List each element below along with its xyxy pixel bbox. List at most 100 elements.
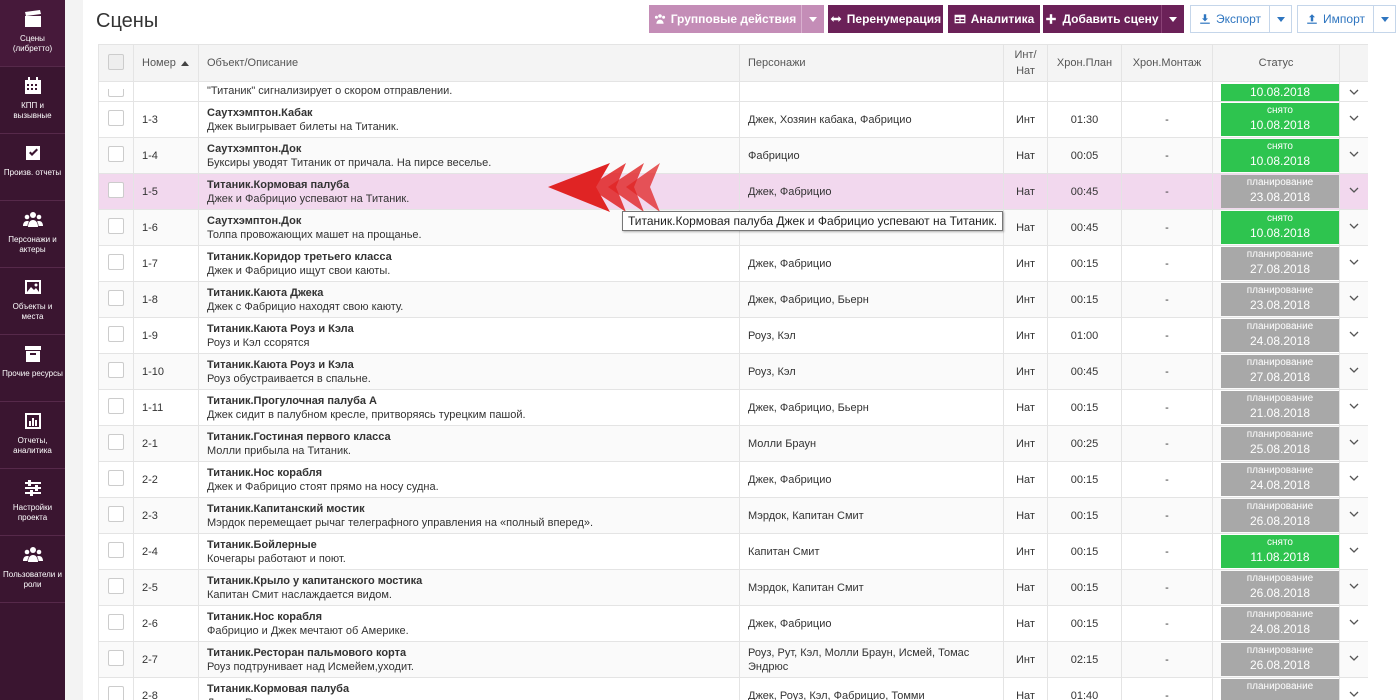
row-checkbox[interactable] bbox=[108, 325, 124, 342]
table-row[interactable]: 2-7 Титаник.Ресторан пальмового корта Роуз… bbox=[98, 641, 1368, 678]
renumber-label: Перенумерация bbox=[846, 12, 942, 26]
table-row[interactable]: 2-3 Титаник.Капитанский мостик Мэрдок пере… bbox=[98, 497, 1368, 534]
row-status-cell: планирование 26.08.2018 bbox=[1212, 497, 1340, 534]
table-row[interactable]: 1-9 Титаник.Каюта Роуз и Кэла Роуз и Кэл с… bbox=[98, 317, 1368, 354]
row-expand-cell[interactable] bbox=[1339, 245, 1368, 282]
table-row[interactable]: 1-7 Титаник.Коридор третьего класса Джек и… bbox=[98, 245, 1368, 282]
row-checkbox[interactable] bbox=[108, 289, 124, 306]
row-expand-cell[interactable] bbox=[1339, 209, 1368, 246]
row-checkbox[interactable] bbox=[108, 109, 124, 126]
sidebar-item-resources[interactable]: Прочие ресурсы bbox=[0, 335, 65, 402]
row-checkbox[interactable] bbox=[108, 469, 124, 486]
table-row[interactable]: 2-2 Титаник.Нос корабля Джек и Фабрицио ст… bbox=[98, 461, 1368, 498]
sidebar-item-settings[interactable]: Настройки проекта bbox=[0, 469, 65, 536]
row-expand-cell[interactable] bbox=[1339, 281, 1368, 318]
row-expand-cell[interactable] bbox=[1339, 81, 1368, 102]
table-row[interactable]: 2-4 Титаник.Бойлерные Кочегары работают и … bbox=[98, 533, 1368, 570]
status-label: планирование bbox=[1246, 645, 1314, 656]
row-checkbox[interactable] bbox=[108, 397, 124, 414]
row-object-title: Титаник.Капитанский мостик bbox=[207, 502, 365, 515]
add-scene-dropdown[interactable] bbox=[1161, 5, 1184, 33]
import-button[interactable]: Импорт bbox=[1297, 5, 1374, 33]
row-expand-cell[interactable] bbox=[1339, 605, 1368, 642]
table-row[interactable]: 1-5 Титаник.Кормовая палуба Джек и Фабрици… bbox=[98, 173, 1368, 210]
column-header-int-nat[interactable]: Инт/Нат bbox=[1003, 44, 1048, 82]
row-expand-cell[interactable] bbox=[1339, 533, 1368, 570]
status-date: 11.08.2018 bbox=[1250, 550, 1310, 564]
row-checkbox[interactable] bbox=[108, 433, 124, 450]
row-checkbox[interactable] bbox=[108, 541, 124, 558]
row-chron-plan: 00:15 bbox=[1047, 245, 1122, 282]
row-expand-cell[interactable] bbox=[1339, 425, 1368, 462]
row-expand-cell[interactable] bbox=[1339, 497, 1368, 534]
sidebar-item-analytics[interactable]: Отчеты, аналитика bbox=[0, 402, 65, 469]
sidebar: Сцены (либретто) КПП и вызывные Произв. … bbox=[0, 0, 65, 700]
status-date: 26.08.2018 bbox=[1249, 514, 1311, 528]
row-expand-cell[interactable] bbox=[1339, 317, 1368, 354]
group-actions-button[interactable]: Групповые действия bbox=[649, 5, 801, 33]
row-expand-cell[interactable] bbox=[1339, 641, 1368, 678]
column-header-chron-edit[interactable]: Хрон.Монтаж bbox=[1121, 44, 1213, 82]
row-expand-cell[interactable] bbox=[1339, 101, 1368, 138]
status-badge: планирование 21.08.2018 bbox=[1221, 391, 1339, 424]
column-header-characters[interactable]: Персонажи bbox=[739, 44, 1004, 82]
row-checkbox[interactable] bbox=[108, 181, 124, 198]
analytics-button[interactable]: Аналитика bbox=[948, 5, 1040, 33]
row-expand-cell[interactable] bbox=[1339, 389, 1368, 426]
row-checkbox[interactable] bbox=[108, 217, 124, 234]
table-row[interactable]: 1-4 Саутхэмптон.Док Буксиры уводят Титаник… bbox=[98, 137, 1368, 174]
table-row[interactable]: 1-8 Титаник.Каюта Джека Джек с Фабрицио на… bbox=[98, 281, 1368, 318]
table-row[interactable]: 1-3 Саутхэмптон.Кабак Джек выигрывает биле… bbox=[98, 101, 1368, 138]
column-header-number[interactable]: Номер bbox=[133, 44, 199, 82]
table-row[interactable]: 2-6 Титаник.Нос корабля Фабрицио и Джек ме… bbox=[98, 605, 1368, 642]
row-object-title: Титаник.Бойлерные bbox=[207, 538, 317, 551]
import-dropdown[interactable] bbox=[1373, 5, 1396, 33]
sidebar-item-scenes[interactable]: Сцены (либретто) bbox=[0, 0, 65, 67]
row-checkbox[interactable] bbox=[108, 613, 124, 630]
row-checkbox[interactable] bbox=[108, 649, 124, 666]
row-expand-cell[interactable] bbox=[1339, 353, 1368, 390]
table-row[interactable]: 2-1 Титаник.Гостиная первого класса Молли … bbox=[98, 425, 1368, 462]
table-row[interactable]: 2-5 Титаник.Крыло у капитанского мостика К… bbox=[98, 569, 1368, 606]
row-checkbox[interactable] bbox=[108, 685, 124, 700]
sidebar-item-objects[interactable]: Объекты и места bbox=[0, 268, 65, 335]
table-row[interactable]: 1-10 Титаник.Каюта Роуз и Кэла Роуз обустр… bbox=[98, 353, 1368, 390]
row-checkbox[interactable] bbox=[108, 89, 124, 97]
status-badge: планирование 27.08.2018 bbox=[1221, 355, 1339, 388]
column-header-status[interactable]: Статус bbox=[1212, 44, 1340, 82]
table-row-partial[interactable]: "Титаник" сигнализирует о скором отправл… bbox=[98, 81, 1368, 102]
column-header-object[interactable]: Объект/Описание bbox=[198, 44, 740, 82]
row-status-cell: планирование 26.08.2018 bbox=[1212, 569, 1340, 606]
row-expand-cell[interactable] bbox=[1339, 461, 1368, 498]
sidebar-item-kpp[interactable]: КПП и вызывные bbox=[0, 67, 65, 134]
row-chron-edit: - bbox=[1121, 281, 1213, 318]
column-header-chron-plan[interactable]: Хрон.План bbox=[1047, 44, 1122, 82]
row-checkbox[interactable] bbox=[108, 577, 124, 594]
group-actions-dropdown[interactable] bbox=[801, 5, 824, 33]
sidebar-item-reports[interactable]: Произв. отчеты bbox=[0, 134, 65, 201]
add-scene-button[interactable]: Добавить сцену bbox=[1043, 5, 1161, 33]
row-expand-cell[interactable] bbox=[1339, 137, 1368, 174]
status-badge: планирование 27.08.2018 bbox=[1221, 247, 1339, 280]
row-checkbox[interactable] bbox=[108, 253, 124, 270]
row-expand-cell[interactable] bbox=[1339, 677, 1368, 700]
row-expand-cell[interactable] bbox=[1339, 173, 1368, 210]
row-chron-plan: 00:45 bbox=[1047, 173, 1122, 210]
renumber-button[interactable]: Перенумерация bbox=[828, 5, 943, 33]
row-checkbox[interactable] bbox=[108, 361, 124, 378]
export-dropdown[interactable] bbox=[1269, 5, 1292, 33]
status-date: 27.08.2018 bbox=[1249, 262, 1311, 276]
row-checkbox[interactable] bbox=[108, 505, 124, 522]
sidebar-item-users[interactable]: Пользователи и роли bbox=[0, 536, 65, 603]
row-checkbox[interactable] bbox=[108, 145, 124, 162]
row-chron-plan: 00:15 bbox=[1047, 389, 1122, 426]
row-expand-cell[interactable] bbox=[1339, 569, 1368, 606]
table-row[interactable]: 1-11 Титаник.Прогулочная палуба А Джек сид… bbox=[98, 389, 1368, 426]
row-int-nat: Инт bbox=[1003, 641, 1048, 678]
select-all-checkbox[interactable] bbox=[108, 53, 124, 70]
sidebar-item-characters[interactable]: Персонажи и актеры bbox=[0, 201, 65, 268]
row-characters bbox=[739, 81, 1004, 102]
status-badge: планирование bbox=[1221, 679, 1339, 700]
export-button[interactable]: Экспорт bbox=[1190, 5, 1270, 33]
